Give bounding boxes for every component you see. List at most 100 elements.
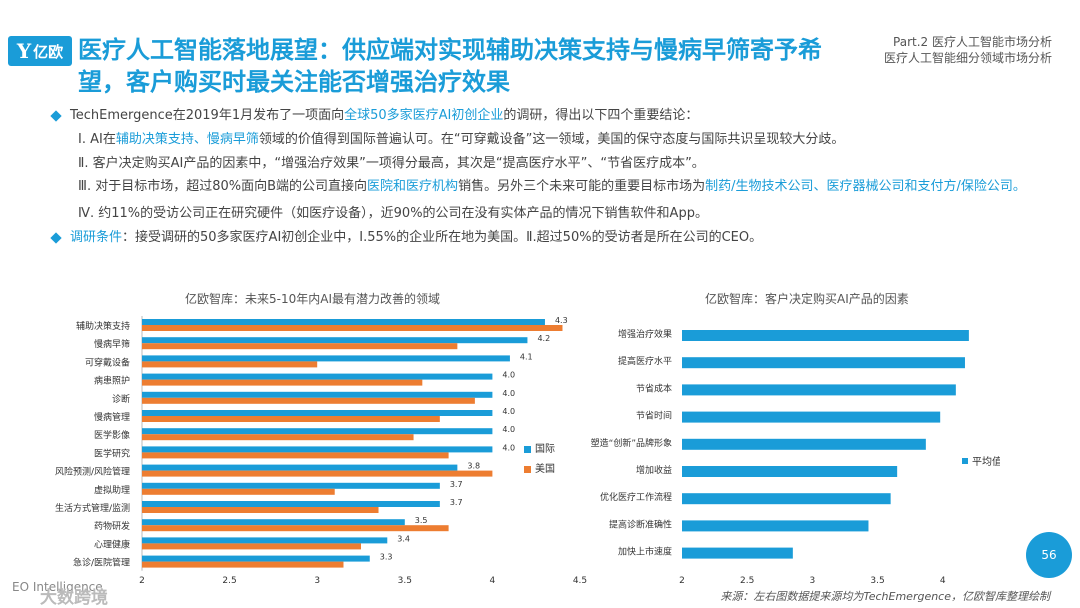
x-tick-label: 4.5 (573, 576, 587, 586)
x-tick-label: 2 (139, 576, 145, 586)
data-label: 3.7 (450, 480, 463, 489)
bar-average (682, 520, 869, 532)
category-label: 生活方式管理/监测 (55, 502, 130, 514)
logo-text: 亿欧 (33, 42, 64, 61)
bar-us (142, 434, 414, 441)
bar-intl (142, 373, 493, 380)
finding-1: Ⅰ. AI在辅助决策支持、慢病早筛领域的价值得到国际普遍认可。在“可穿戴设备”这… (52, 128, 1052, 152)
finding-3-text-mid: 销售。另外三个未来可能的重要目标市场为 (458, 179, 706, 194)
category-label: 塑造“创新”品牌形象 (591, 437, 672, 449)
x-tick-label: 2.5 (740, 576, 754, 586)
x-tick-label: 3.5 (870, 576, 884, 586)
category-label: 心理健康 (94, 538, 130, 550)
category-label: 医学影像 (94, 429, 130, 441)
finding-3-highlight-end: 制药/生物技术公司、医疗器械公司和支付方/保险公司。 (705, 179, 1026, 194)
bar-intl (142, 337, 528, 344)
finding-3: Ⅲ. 对于目标市场，超过80%面向B端的公司直接向医院和医疗机构销售。另外三个未… (52, 176, 1052, 198)
bar-intl (142, 428, 493, 435)
bar-us (142, 343, 458, 350)
bar-intl (142, 537, 388, 544)
bar-us (142, 470, 493, 477)
x-tick-label: 2.5 (222, 576, 236, 586)
bullet-1-highlight: 全球50多家医疗AI初创企业 (344, 108, 504, 123)
category-label: 急诊/医院管理 (73, 557, 130, 569)
section-label: Part.2 医疗人工智能市场分析 医疗人工智能细分领域市场分析 (884, 34, 1052, 66)
bar-us (142, 452, 449, 459)
bar-us (142, 561, 344, 568)
legend-label: 美国 (535, 462, 555, 475)
data-label: 4.0 (502, 443, 515, 452)
x-tick-label: 3.5 (398, 576, 412, 586)
legend-label: 国际 (535, 443, 555, 455)
source-note: 来源：左右图数据提来源均为TechEmergence，亿欧智库整理绘制 (720, 590, 1050, 603)
x-tick-label: 3 (314, 576, 320, 586)
bar-average (682, 357, 965, 369)
data-label: 4.1 (520, 352, 533, 361)
category-label: 药物研发 (94, 520, 130, 532)
category-label: 提高医疗水平 (618, 355, 672, 367)
bar-average (682, 547, 793, 559)
category-label: 加快上市速度 (618, 546, 672, 558)
bar-intl (142, 482, 440, 489)
data-label: 3.3 (380, 553, 393, 562)
x-tick-label: 2 (679, 576, 685, 586)
category-label: 慢病管理 (94, 411, 130, 423)
logo: Y 亿欧 (8, 36, 72, 66)
data-label: 4.0 (502, 407, 515, 416)
section-part: Part.2 医疗人工智能市场分析 (893, 35, 1052, 49)
bar-us (142, 525, 449, 532)
bar-average (682, 411, 941, 423)
bar-average (682, 384, 956, 396)
category-label: 节省时间 (636, 410, 672, 422)
logo-mark-icon: Y (16, 39, 32, 63)
diamond-bullet-icon (50, 231, 62, 244)
bar-average (682, 466, 898, 477)
bar-intl (142, 391, 493, 398)
bar-us (142, 325, 563, 331)
bullet-2-text: ：接受调研的50多家医疗AI初创企业中，Ⅰ.55%的企业所在地为美国。Ⅱ.超过5… (122, 230, 763, 245)
page-title: 医疗人工智能落地展望：供应端对实现辅助决策支持与慢病早筛寄予希望，客户购买时最关… (78, 36, 822, 96)
page-number: 56 (1026, 532, 1072, 578)
data-label: 3.7 (450, 498, 463, 507)
finding-4: Ⅳ. 约11%的受访公司正在研究硬件（如医疗设备），近90%的公司在没有实体产品… (78, 206, 708, 221)
bar-us (142, 543, 361, 550)
category-label: 可穿戴设备 (85, 356, 130, 368)
finding-1-text-end: 领域的价值得到国际普遍认可。在“可穿戴设备”这一领域，美国的保守态度与国际共识呈… (258, 132, 845, 147)
category-label: 慢病早筛 (94, 338, 130, 350)
category-label: 病患照护 (94, 375, 130, 387)
body-text: TechEmergence在2019年1月发布了一项面向全球50多家医疗AI初创… (50, 104, 1052, 250)
category-label: 提高诊断准确性 (609, 518, 672, 530)
legend-swatch (524, 446, 531, 453)
finding-3-text: Ⅲ. 对于目标市场，超过80%面向B端的公司直接向 (78, 179, 368, 194)
data-label: 4.3 (555, 316, 568, 325)
legend-swatch (524, 466, 531, 473)
bar-us (142, 397, 475, 404)
data-label: 4.0 (502, 425, 515, 434)
bar-intl (142, 319, 545, 325)
data-label: 3.4 (397, 534, 410, 543)
finding-1-text: Ⅰ. AI在 (78, 132, 116, 147)
x-tick-label: 3 (810, 576, 816, 586)
category-label: 诊断 (112, 393, 130, 405)
brand-text: EO Intelligence (12, 580, 103, 594)
category-label: 辅助决策支持 (76, 320, 130, 332)
legend-swatch (962, 458, 968, 464)
category-label: 增强治疗效果 (618, 328, 672, 340)
bullet-1-text-end: 的调研，得出以下四个重要结论： (503, 108, 699, 123)
bullet-1-text: TechEmergence在2019年1月发布了一项面向 (70, 108, 345, 123)
watermark: 大数跨境 (40, 588, 108, 608)
left-chart-title: 亿欧智库：未来5-10年内AI最有潜力改善的领域 (185, 292, 440, 306)
bullet-2: 调研条件：接受调研的50多家医疗AI初创企业中，Ⅰ.55%的企业所在地为美国。Ⅱ… (50, 226, 1052, 250)
data-label: 3.8 (467, 462, 480, 471)
bar-intl (142, 464, 458, 471)
category-label: 节省成本 (636, 382, 672, 394)
left-chart: 辅助决策支持 4.3 慢病早筛 4.2 可穿戴设备 4.1 病患照护 4.0 诊断 4.0 慢病管理… (55, 316, 587, 586)
bar-intl (142, 410, 493, 416)
data-label: 3.5 (415, 516, 428, 525)
finding-1-highlight: 辅助决策支持、慢病早筛 (115, 132, 259, 147)
bar-intl (142, 446, 493, 453)
data-label: 4.2 (537, 334, 550, 343)
bar-us (142, 361, 318, 368)
right-chart: 增强治疗效果提高医疗水平节省成本节省时间塑造“创新”品牌形象增加收益优化医疗工作… (591, 328, 1000, 586)
bar-intl (142, 555, 370, 562)
